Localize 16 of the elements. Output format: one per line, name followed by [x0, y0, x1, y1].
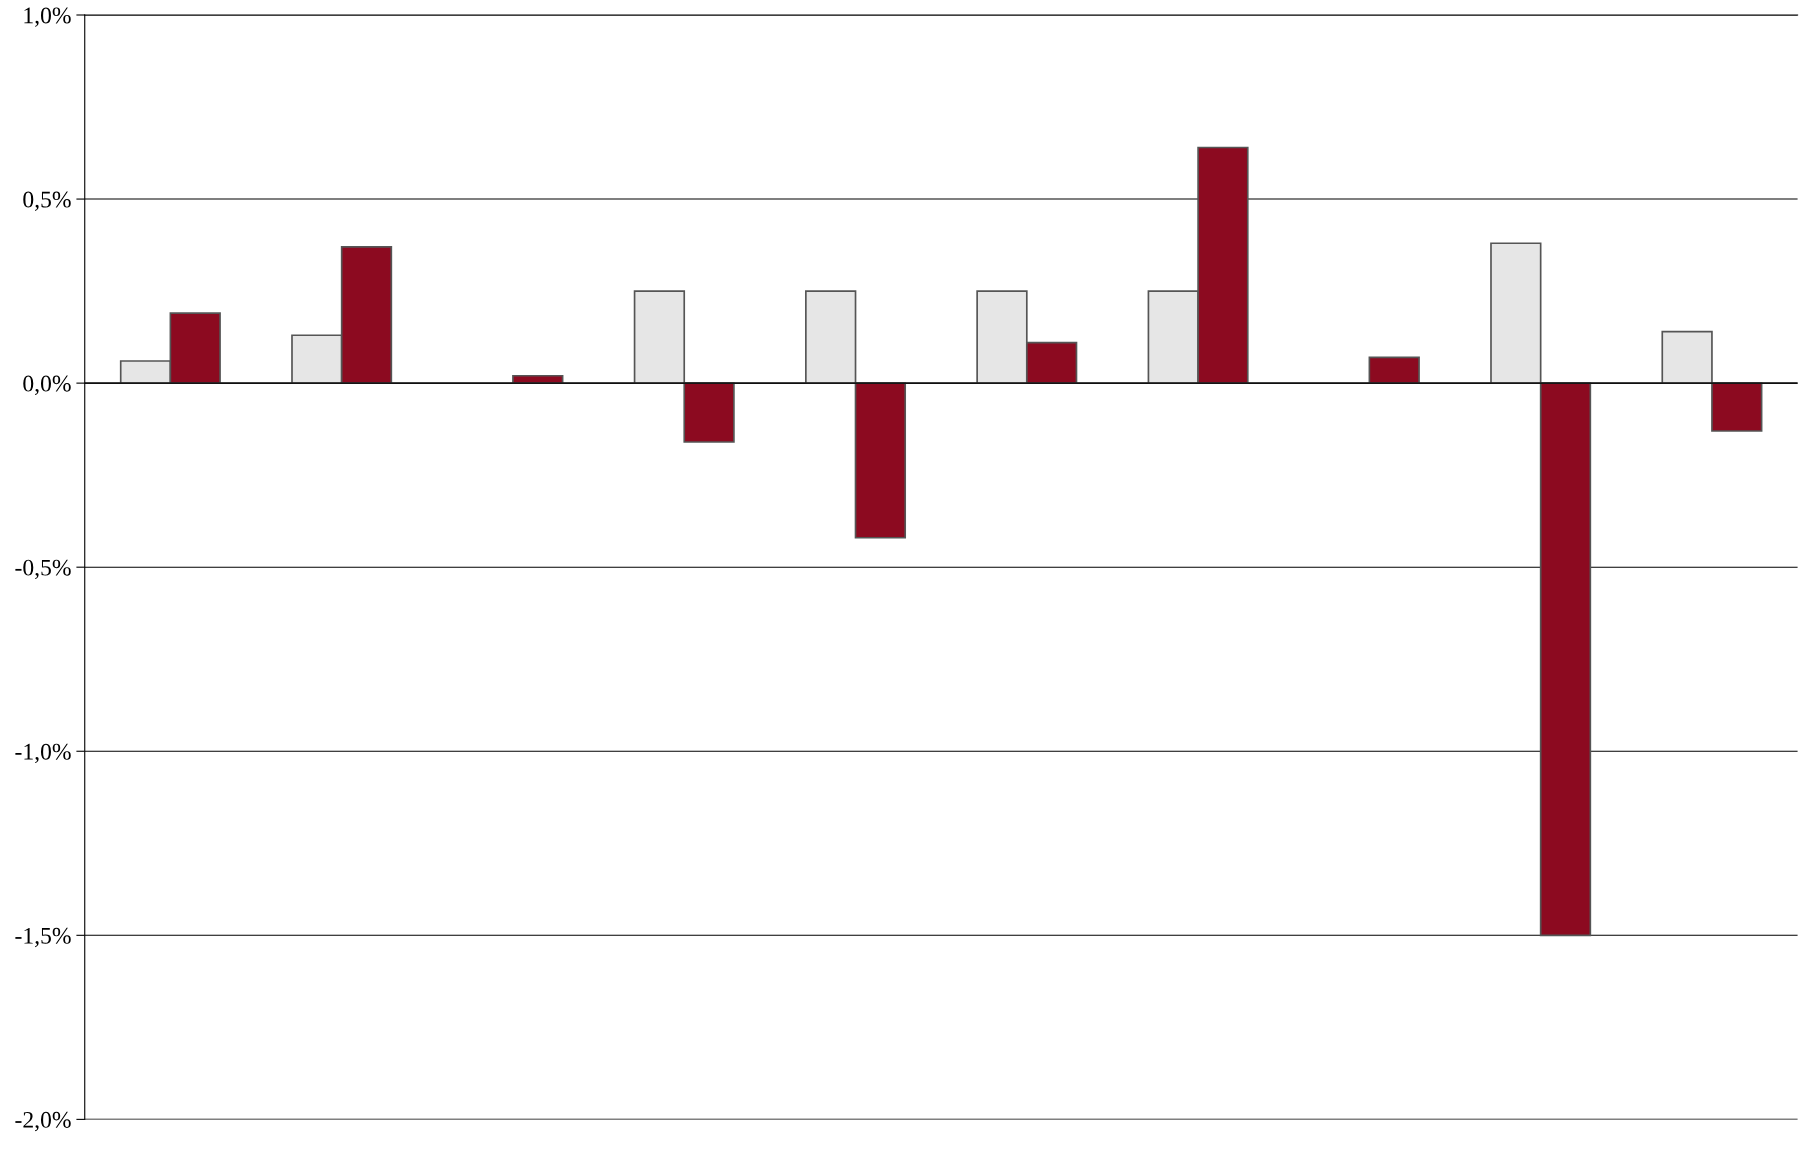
bar — [1368, 356, 1420, 384]
y-tick-label: 0,5% — [23, 191, 71, 211]
y-tick-label: -2,0% — [15, 1111, 71, 1132]
bar — [1539, 382, 1592, 937]
y-tick-label: 0,0% — [23, 375, 71, 395]
bar — [854, 382, 907, 539]
bar — [1711, 382, 1763, 432]
y-tick-label: -0,5% — [15, 559, 71, 580]
bar — [683, 382, 735, 443]
bar — [1661, 330, 1713, 384]
y-tick-label: 1,0% — [24, 7, 71, 27]
bar — [1490, 242, 1542, 384]
y-tick-label: -1,5% — [15, 927, 71, 948]
bar — [633, 290, 686, 384]
bar — [805, 290, 857, 384]
y-tick-label: -1,0% — [15, 743, 71, 764]
